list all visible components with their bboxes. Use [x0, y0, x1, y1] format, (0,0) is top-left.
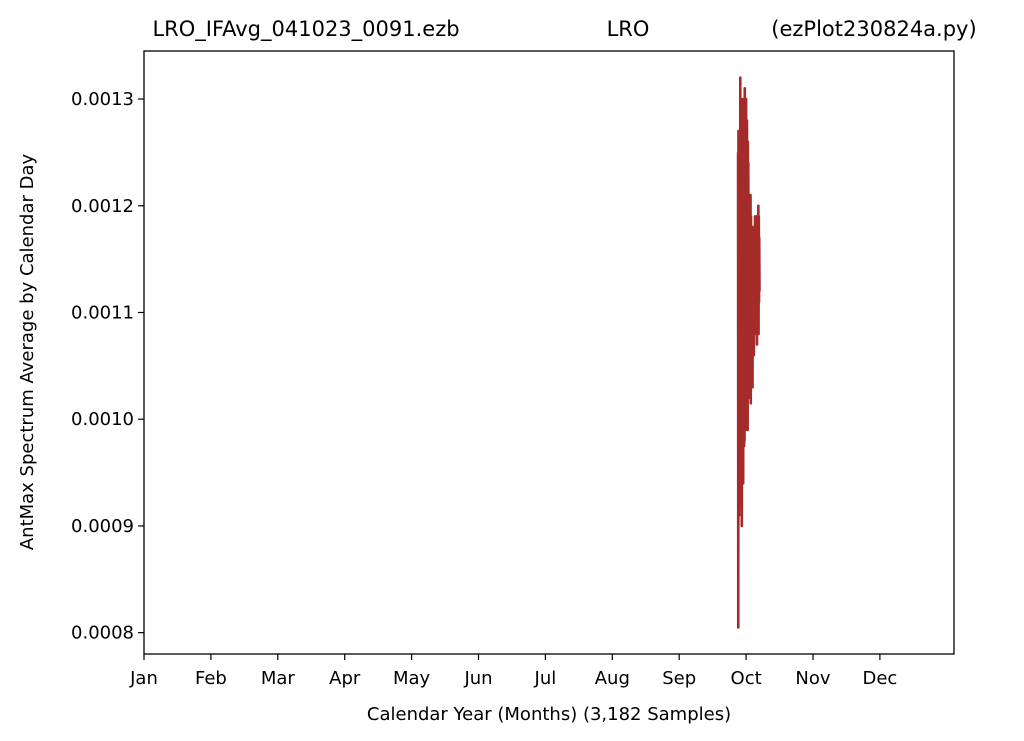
y-tick-label: 0.0013: [71, 89, 134, 110]
x-tick-label: Jul: [534, 668, 557, 689]
y-tick-label: 0.0011: [71, 302, 134, 323]
series-layer: [736, 76, 761, 629]
y-axis-label: AntMax Spectrum Average by Calendar Day: [17, 154, 38, 551]
x-tick-label: Jan: [129, 668, 158, 689]
x-tick-label: Mar: [261, 668, 296, 689]
x-tick-label: Apr: [329, 668, 361, 689]
x-tick-label: Feb: [195, 668, 227, 689]
x-tick-label: Aug: [595, 668, 630, 689]
y-tick-label: 0.0008: [71, 623, 134, 644]
y-tick-label: 0.0012: [71, 196, 134, 217]
y-axis: 0.0008 0.0009 0.0010 0.0011 0.0012 0.0013: [71, 89, 144, 644]
x-axis: Jan Feb Mar Apr May Jun Jul Aug Sep Oct Nov Dec: [129, 654, 897, 689]
plot-area: [143, 50, 955, 655]
y-tick-label: 0.0010: [71, 409, 134, 430]
chart-title-script: (ezPlot230824a.py): [771, 17, 976, 41]
x-axis-label: Calendar Year (Months) (3,182 Samples): [367, 704, 731, 725]
x-tick-label: Oct: [731, 668, 762, 689]
y-tick-label: 0.0009: [71, 516, 134, 537]
x-tick-label: Jun: [463, 668, 492, 689]
series-line: [736, 76, 761, 629]
x-tick-label: May: [393, 668, 431, 689]
x-tick-label: Sep: [662, 668, 696, 689]
chart-title-file: LRO_IFAvg_041023_0091.ezb: [152, 17, 459, 42]
x-tick-label: Nov: [795, 668, 830, 689]
chart-title-station: LRO: [607, 17, 650, 41]
x-tick-label: Dec: [862, 668, 897, 689]
